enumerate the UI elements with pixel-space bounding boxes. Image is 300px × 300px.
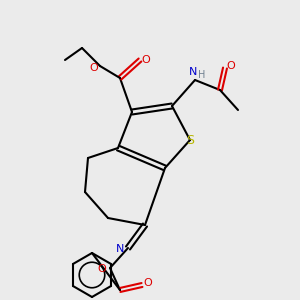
Text: O: O — [142, 55, 150, 65]
Text: S: S — [186, 134, 194, 146]
Text: O: O — [98, 264, 106, 274]
Text: N: N — [116, 244, 124, 254]
Text: N: N — [189, 67, 197, 77]
Text: H: H — [198, 70, 206, 80]
Text: O: O — [226, 61, 236, 71]
Text: O: O — [144, 278, 152, 288]
Text: O: O — [90, 63, 98, 73]
